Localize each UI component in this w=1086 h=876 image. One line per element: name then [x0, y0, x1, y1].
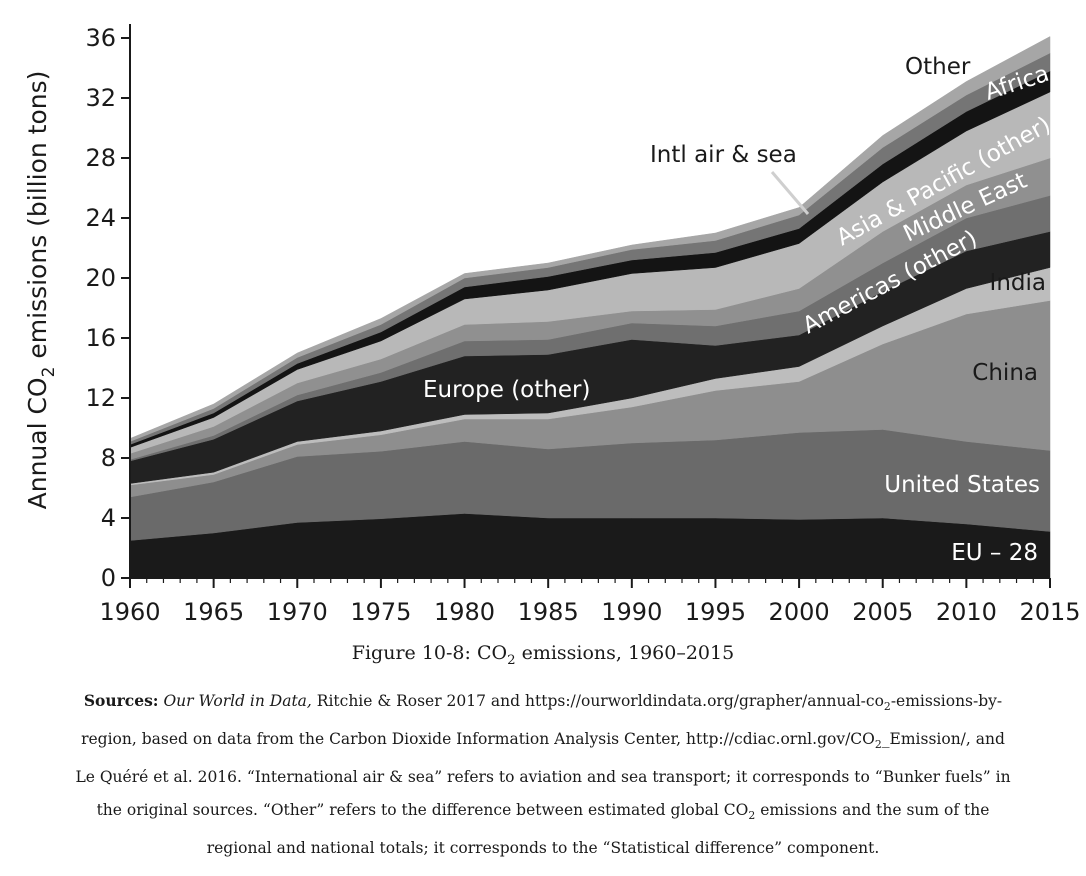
x-tick-label: 2015 — [1019, 598, 1080, 626]
x-tick-label: 1980 — [434, 598, 495, 626]
figure-caption: Figure 10-8: CO2 emissions, 1960–2015 — [351, 642, 735, 668]
sources-owid: Our World in Data, — [163, 692, 312, 710]
y-tick-label: 12 — [85, 384, 116, 412]
sources-note: Sources: Our World in Data, Ritchie & Ro… — [75, 691, 1011, 858]
y-tick-label: 16 — [85, 324, 116, 352]
y-tick-label: 32 — [85, 84, 116, 112]
label-europe: Europe (other) — [423, 377, 590, 403]
y-tick-label: 24 — [85, 204, 116, 232]
x-tick-label: 2010 — [936, 598, 997, 626]
label-us: United States — [884, 472, 1040, 498]
label-india: India — [990, 270, 1046, 296]
stacked-areas — [129, 36, 1051, 579]
x-tick-label: 1975 — [350, 598, 411, 626]
x-tick-label: 1965 — [183, 598, 244, 626]
x-tick-label: 2000 — [769, 598, 830, 626]
x-ticks: 1960 1965 1970 1975 1980 1985 1990 1995 2000 2005… — [99, 578, 1081, 626]
x-tick-label: 1960 — [99, 598, 160, 626]
x-tick-label: 1970 — [267, 598, 328, 626]
intl-leader-line — [770, 171, 810, 215]
label-intl: Intl air & sea — [650, 142, 797, 168]
x-tick-label: 1990 — [601, 598, 662, 626]
x-tick-label: 1995 — [685, 598, 746, 626]
label-eu: EU – 28 — [951, 540, 1038, 566]
label-other: Other — [905, 54, 971, 80]
label-china: China — [972, 360, 1038, 386]
y-ticks: 0 4 8 12 16 20 24 28 32 36 — [85, 24, 130, 592]
sources-label: Sources: — [83, 691, 159, 710]
x-tick-label: 1985 — [518, 598, 579, 626]
y-tick-label: 20 — [85, 264, 116, 292]
x-tick-label: 2005 — [852, 598, 913, 626]
area-other — [129, 36, 1051, 442]
y-tick-label: 28 — [85, 144, 116, 172]
y-tick-label: 36 — [85, 24, 116, 52]
y-axis-title: Annual CO2 emissions (billion tons) — [23, 71, 59, 510]
y-tick-label: 8 — [101, 444, 116, 472]
y-tick-label: 4 — [101, 504, 116, 532]
y-tick-label: 0 — [101, 564, 116, 592]
